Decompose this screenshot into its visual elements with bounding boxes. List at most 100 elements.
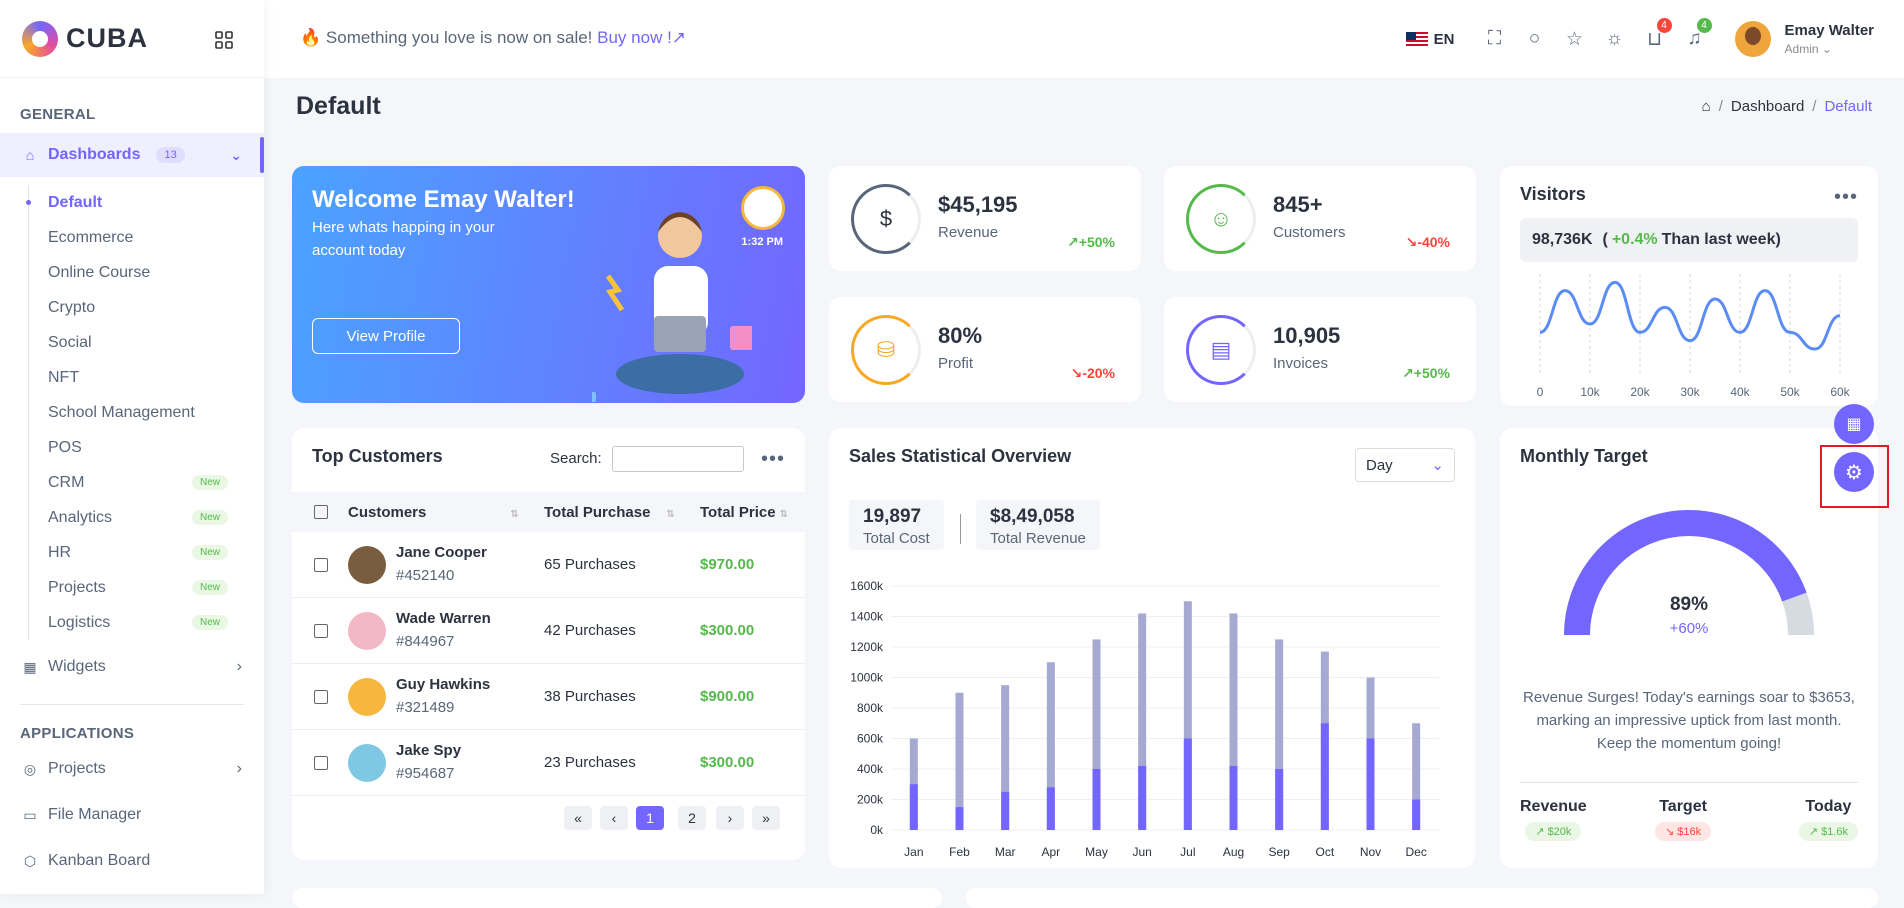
stat-card-customers: ☺ 845+ Customers ↘-40% (1164, 166, 1476, 271)
breadcrumb-dashboard[interactable]: Dashboard (1730, 98, 1805, 115)
target-change: +60% (1669, 620, 1709, 637)
fullscreen-icon[interactable]: ⛶ (1487, 28, 1502, 49)
clock-time: 1:32 PM (741, 236, 783, 248)
brand-logo[interactable]: CUBA (0, 0, 264, 78)
widgets-icon: ▦ (23, 658, 37, 675)
sidebar-item-file-manager[interactable]: ▭ File Manager (0, 792, 264, 838)
page-button[interactable]: 2 (678, 806, 706, 830)
stat-value: 80% (938, 323, 983, 348)
table-row[interactable]: Wade Warren #844967 42 Purchases $300.00 (292, 598, 805, 664)
subitem-label: Logistics (48, 613, 111, 631)
settings-fab-button[interactable]: ⚙ (1834, 452, 1874, 492)
row-checkbox[interactable] (314, 689, 328, 704)
sidebar-subitem[interactable]: Crypto (29, 290, 264, 325)
column-total-purchase[interactable]: Total Purchase ⇅ (544, 503, 675, 521)
page-button[interactable]: › (716, 806, 744, 830)
sidebar-item-kanban-board[interactable]: ⬡ Kanban Board (0, 838, 264, 884)
buy-now-link[interactable]: Buy now ! (597, 28, 672, 47)
sidebar-item-dashboards[interactable]: ⌂ Dashboards 13 ⌄ (0, 133, 264, 177)
bookmark-star-icon[interactable]: ☆ (1565, 28, 1584, 50)
target-divider (1520, 782, 1858, 783)
search-label: Search: (550, 450, 602, 467)
subitem-label: POS (48, 438, 82, 456)
customer-id: #452140 (396, 567, 455, 584)
search-icon[interactable]: ○ (1528, 28, 1541, 49)
customer-id: #844967 (396, 633, 455, 650)
stat-change: ↗+50% (1402, 365, 1450, 381)
search-input[interactable] (612, 446, 744, 472)
sidebar-subitem[interactable]: Projects New (29, 570, 264, 605)
page-button[interactable]: » (752, 806, 780, 830)
x-tick-label: Apr (1041, 845, 1060, 859)
total-cost-value: 19,897 (863, 506, 922, 527)
visitors-suffix: Than last week (1661, 231, 1776, 248)
column-customers[interactable]: Customers ⇅ (348, 503, 519, 521)
x-tick-label: 20k (1630, 385, 1650, 399)
select-all-checkbox[interactable] (314, 505, 328, 519)
sidebar-subitem[interactable]: Ecommerce (29, 220, 264, 255)
sidebar-subitem[interactable]: NFT (29, 360, 264, 395)
row-checkbox[interactable] (314, 623, 328, 638)
sales-bar-chart: 0k 200k 400k 600k 800k 1000k 1200k 1400k 1600k Ja… (850, 579, 1439, 859)
user-avatar[interactable] (1734, 21, 1771, 57)
table-row[interactable]: Jane Cooper #452140 65 Purchases $970.00 (292, 532, 805, 598)
customer-name: Guy Hawkins (396, 676, 491, 693)
page-button[interactable]: ‹ (600, 806, 628, 830)
customer-avatar (348, 545, 386, 584)
row-checkbox[interactable] (314, 557, 328, 572)
visitors-card: Visitors ••• 98,736K (+0.4% Than last we… (1500, 166, 1878, 406)
bell-icon[interactable]: ♫ 4 (1675, 18, 1715, 50)
column-total-price[interactable]: Total Price ⇅ (700, 503, 788, 521)
sidebar-subitem[interactable]: Online Course (29, 255, 264, 290)
table-row[interactable]: Guy Hawkins #321489 38 Purchases $900.00 (292, 664, 805, 730)
cart-icon[interactable]: ⊔ 4 (1635, 17, 1675, 51)
sidebar-subitem[interactable]: POS (29, 430, 264, 465)
x-tick-label: 0 (1537, 385, 1544, 399)
period-select[interactable]: Day ⌄ (1355, 448, 1455, 482)
sidebar-subitem[interactable]: CRM New (29, 465, 264, 500)
sidebar-item-widgets[interactable]: ▦ Widgets › (0, 644, 264, 690)
customer-purchases: 23 Purchases (544, 754, 636, 771)
more-options-icon[interactable]: ••• (1833, 186, 1858, 208)
more-options-icon[interactable]: ••• (760, 448, 785, 470)
y-tick-label: 400k (857, 762, 884, 776)
theme-sun-icon[interactable]: ☼ (1605, 28, 1624, 49)
us-flag-icon[interactable] (1405, 31, 1428, 47)
highlight-box (1820, 445, 1889, 508)
user-menu[interactable]: Emay Walter Admin ⌄ (1785, 22, 1874, 56)
page-button[interactable]: 1 (636, 806, 664, 830)
x-tick-label: Nov (1360, 845, 1381, 859)
bar-total (1092, 639, 1101, 830)
customer-avatar (348, 677, 386, 716)
topbar: 🔥 Something you love is now on sale! Buy… (264, 0, 1904, 78)
y-tick-label: 0k (870, 823, 884, 837)
logo-icon (22, 20, 58, 57)
view-profile-button[interactable]: View Profile (312, 318, 460, 354)
stat-label: Customers (1273, 224, 1346, 241)
sidebar-subitem[interactable]: HR New (29, 535, 264, 570)
row-checkbox[interactable] (314, 755, 328, 770)
y-tick-label: 600k (857, 732, 884, 746)
page-button[interactable]: « (564, 806, 592, 830)
monthly-target-title: Monthly Target (1520, 446, 1648, 466)
sidebar-subitem[interactable]: Analytics New (29, 500, 264, 535)
customer-price: $900.00 (700, 688, 755, 705)
sidebar-subitem[interactable]: Default (26, 185, 264, 220)
language-selector[interactable]: EN (1433, 30, 1455, 48)
stat-label: Profit (938, 355, 974, 372)
brand-name: CUBA (66, 23, 148, 53)
customers-icon: ☺ (1186, 184, 1256, 254)
apps-fab-button[interactable]: ▦ (1834, 404, 1874, 444)
x-tick-label: Aug (1223, 845, 1244, 859)
sidebar-subitem[interactable]: School Management (29, 395, 264, 430)
visitors-count: 98,736K (1532, 231, 1593, 248)
table-row[interactable]: Jake Spy #954687 23 Purchases $300.00 (292, 730, 805, 796)
monthly-target-card: Monthly Target 89% +60% Revenue Surges! … (1500, 428, 1878, 868)
sort-icon: ⇅ (779, 508, 788, 520)
home-icon[interactable]: ⌂ (1701, 98, 1711, 115)
sidebar-subitem[interactable]: Social (29, 325, 264, 360)
stat-change: ↘-20% (1070, 365, 1115, 381)
grid-toggle-icon[interactable] (214, 30, 234, 56)
sidebar-subitem[interactable]: Logistics New (29, 605, 264, 640)
sidebar-item-projects[interactable]: ◎ Projects › (0, 746, 264, 792)
